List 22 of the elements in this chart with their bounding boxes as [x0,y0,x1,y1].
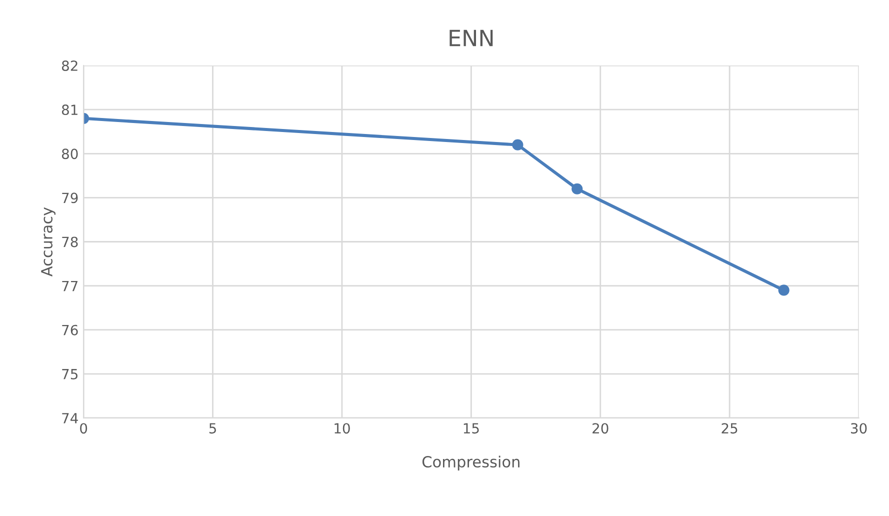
y-tick-label: 80 [62,148,78,160]
x-tick-label: 15 [464,423,479,434]
y-axis-title: Accuracy [41,207,56,277]
y-tick-label: 82 [62,60,78,72]
point [778,284,790,296]
x-tick-label: 25 [722,423,738,434]
y-tick-label: 78 [62,236,78,248]
x-tick-label: 30 [850,423,867,434]
x-tick-label: 0 [80,423,88,434]
x-tick-label: 10 [334,423,350,434]
y-tick-label: 77 [62,280,78,292]
x-tick-label: 5 [209,423,216,434]
chart-title: ENN [450,30,493,46]
y-tick-label: 81 [62,104,78,116]
x-axis-title: Compression [422,456,520,470]
y-tick-label: 74 [62,413,78,424]
y-tick-label: 75 [62,369,78,380]
y-tick-label: 79 [62,192,78,204]
point [512,139,524,150]
y-tick-label: 76 [62,324,78,336]
point [572,183,583,194]
x-tick-label: 20 [592,423,608,434]
